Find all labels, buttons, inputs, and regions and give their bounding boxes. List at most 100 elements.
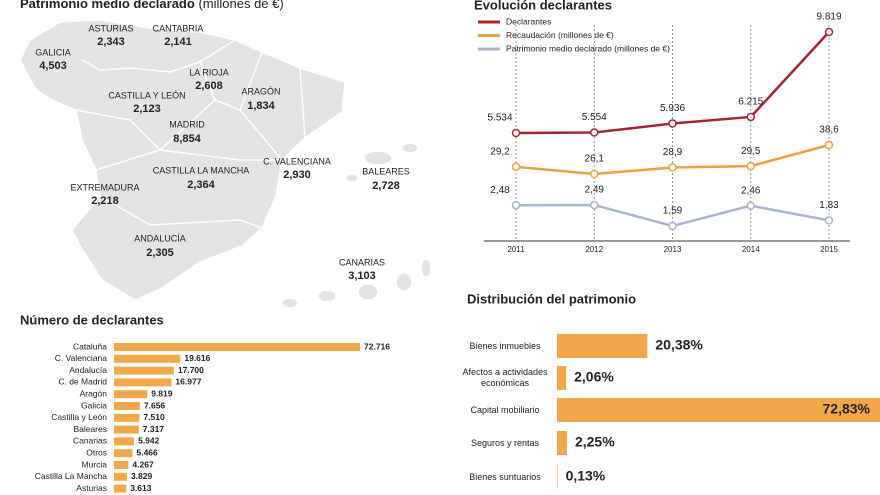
region-name: CASTILLA Y LEÓN xyxy=(108,90,185,100)
category-label: Andalucía xyxy=(69,365,107,375)
value-label: 26,1 xyxy=(585,154,605,165)
region-value: 2,305 xyxy=(146,247,174,259)
region-value: 4,503 xyxy=(39,60,67,72)
bar xyxy=(114,449,133,458)
bar xyxy=(557,431,567,455)
bar xyxy=(114,354,181,363)
x-tick-label: 2011 xyxy=(507,245,525,254)
x-tick-label: 2012 xyxy=(585,245,603,254)
category-label: Aragón xyxy=(80,388,108,398)
value-label: 7.317 xyxy=(143,424,165,434)
category-label: C. de Madrid xyxy=(58,377,107,387)
x-tick-label: 2014 xyxy=(742,245,760,254)
value-label: 17.700 xyxy=(178,365,204,375)
point xyxy=(746,112,755,122)
region-value: 8,854 xyxy=(173,133,201,145)
x-tick-label: 2013 xyxy=(664,245,682,254)
bar xyxy=(114,343,360,351)
value-label: 6.215 xyxy=(738,97,763,108)
region-name: BALEARES xyxy=(362,166,410,176)
value-label: 3.829 xyxy=(131,471,153,481)
value-label: 5.942 xyxy=(138,436,160,446)
value-label: 2,06% xyxy=(574,369,614,385)
bar xyxy=(114,378,172,387)
bar xyxy=(557,334,648,358)
bar xyxy=(114,390,148,399)
legend-label: Recaudación (millones de €) xyxy=(506,30,614,40)
region-name: ASTURIAS xyxy=(88,23,133,33)
chart-title: Número de declarantes xyxy=(20,312,164,327)
category-label: Capital mobiliario xyxy=(470,404,540,415)
value-label: 1,83 xyxy=(819,200,839,211)
category-label: Galicia xyxy=(81,400,107,410)
value-label: 2,25% xyxy=(575,434,615,450)
point xyxy=(668,163,677,172)
bar xyxy=(557,465,558,489)
region-name: CANARIAS xyxy=(339,257,385,267)
category-label: Baleares xyxy=(73,424,107,434)
value-label: 16.977 xyxy=(175,377,201,387)
value-label: 7.510 xyxy=(143,412,165,422)
bar xyxy=(114,413,140,422)
region-value: 2,343 xyxy=(97,36,125,48)
value-label: 19.616 xyxy=(184,353,210,363)
region-name: CASTILLA LA MANCHA xyxy=(153,165,250,175)
value-label: 29,5 xyxy=(741,146,761,157)
value-label: 9.819 xyxy=(151,388,173,398)
region-name: MADRID xyxy=(169,119,205,129)
bar xyxy=(114,366,174,375)
bar xyxy=(114,437,135,446)
region-value: 2,608 xyxy=(195,80,223,92)
category-label: Asturias xyxy=(76,483,107,493)
value-label: 20,38% xyxy=(655,337,703,353)
point xyxy=(668,221,677,231)
value-label: 4.267 xyxy=(132,459,154,469)
point xyxy=(824,140,834,150)
region-value: 2,930 xyxy=(283,169,311,181)
category-label: Cataluña xyxy=(73,341,107,351)
value-label: 5.466 xyxy=(136,447,158,457)
value-label: 5.534 xyxy=(487,113,512,124)
value-label: 2,46 xyxy=(741,185,761,196)
value-label: 72.716 xyxy=(364,341,390,351)
region-value: 2,364 xyxy=(187,179,215,191)
map-title: Patrimonio medio declarado (millones de … xyxy=(20,0,284,11)
value-label: 2,48 xyxy=(490,185,510,196)
value-label: 28,9 xyxy=(663,147,683,158)
legend-label: Patrimonio medio declarado (millones de … xyxy=(506,43,670,53)
region-name: C. VALENCIANA xyxy=(263,156,331,166)
value-label: 9.819 xyxy=(816,12,841,23)
value-label: 3.613 xyxy=(130,483,152,493)
point xyxy=(511,128,521,138)
x-tick-label: 2015 xyxy=(820,245,838,254)
point xyxy=(746,201,755,210)
region-name: CANTABRIA xyxy=(153,23,204,33)
region-value: 3,103 xyxy=(348,270,376,282)
point xyxy=(590,169,599,179)
bar xyxy=(557,398,880,422)
value-label: 72,83% xyxy=(823,401,871,417)
category-label: Afectos a actividades económicas xyxy=(462,367,548,388)
point xyxy=(511,162,521,172)
category-label: Canarias xyxy=(73,436,107,446)
value-label: 7.656 xyxy=(144,400,166,410)
chart-title: Evolución declarantes xyxy=(474,0,612,12)
bar xyxy=(114,484,127,493)
region-name: LA RIOJA xyxy=(189,67,229,77)
category-label: Bienes suntuarios xyxy=(469,471,541,482)
bar xyxy=(114,402,140,410)
bar xyxy=(557,366,567,390)
map-title-main: Patrimonio medio declarado xyxy=(20,0,195,11)
point xyxy=(668,119,677,128)
value-label: 5.936 xyxy=(660,103,685,114)
region-value: 1,834 xyxy=(247,100,275,112)
region-name: ANDALUCÍA xyxy=(134,233,186,243)
point xyxy=(590,128,599,137)
region-value: 2,123 xyxy=(133,103,161,115)
region-name: ARAGÓN xyxy=(241,86,280,96)
point xyxy=(590,200,599,210)
point xyxy=(511,200,521,210)
point xyxy=(824,27,834,37)
